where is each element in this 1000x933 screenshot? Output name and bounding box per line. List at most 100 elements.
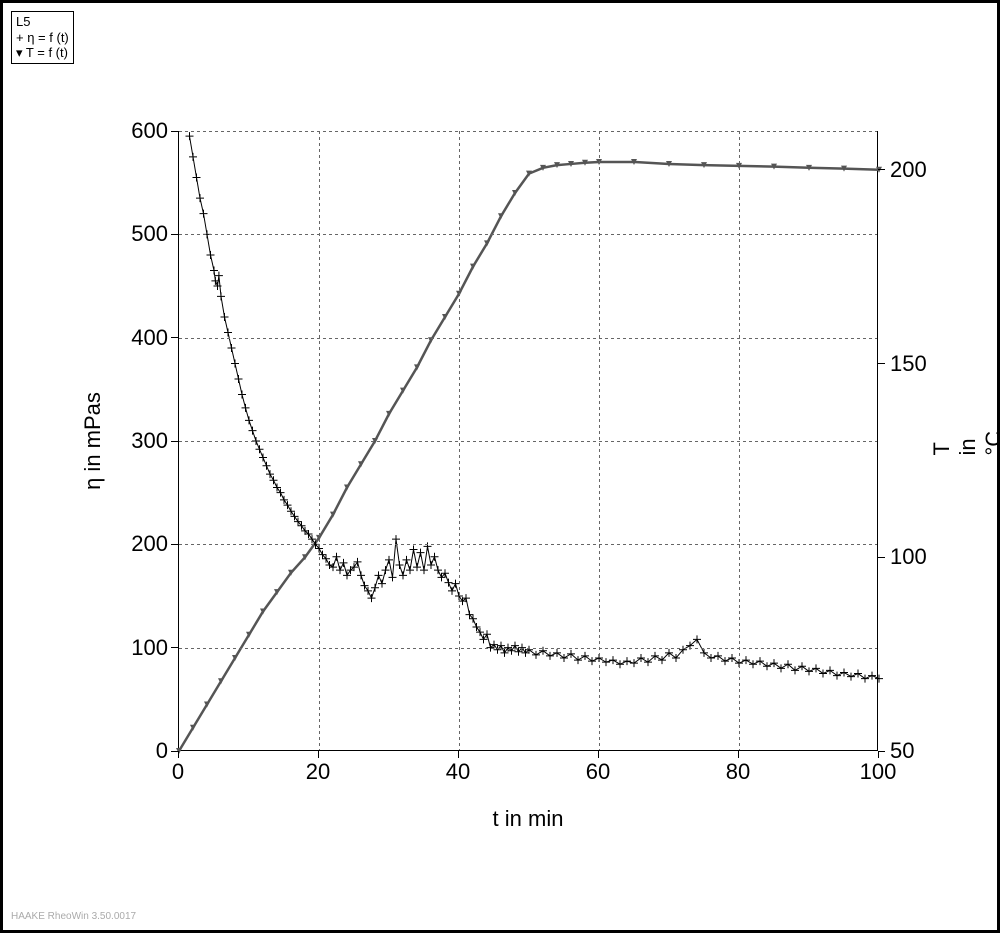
legend-label-eta: η = f (t)	[27, 30, 69, 45]
plus-marker	[406, 566, 414, 574]
x-tick-mark	[738, 751, 739, 758]
y-left-tick-mark	[171, 131, 178, 132]
plus-marker	[263, 462, 271, 470]
plus-marker	[210, 267, 218, 275]
plus-marker	[763, 662, 771, 670]
plus-marker	[245, 416, 253, 424]
plus-marker	[410, 546, 418, 554]
plus-marker	[770, 659, 778, 667]
plus-marker	[392, 535, 400, 543]
x-tick-label: 0	[172, 759, 184, 785]
plus-marker	[728, 654, 736, 662]
x-tick-mark	[178, 751, 179, 758]
gridline-horizontal	[179, 234, 877, 235]
plus-marker	[413, 563, 421, 571]
x-tick-label: 60	[586, 759, 610, 785]
plus-marker	[343, 571, 351, 579]
legend-title: L5	[16, 14, 69, 30]
plus-marker	[742, 656, 750, 664]
plus-marker	[798, 662, 806, 670]
legend-marker-triangle: ▾	[16, 45, 23, 60]
series-line	[190, 136, 880, 679]
plus-marker	[609, 656, 617, 664]
plus-marker	[375, 571, 383, 579]
plus-marker	[805, 667, 813, 675]
y-left-tick-label: 500	[131, 221, 168, 247]
plus-marker	[553, 649, 561, 657]
plus-marker	[385, 556, 393, 564]
plus-marker	[854, 670, 862, 678]
plus-marker	[266, 470, 274, 478]
gridline-horizontal	[179, 131, 877, 132]
plus-marker	[420, 566, 428, 574]
plus-marker	[326, 561, 334, 569]
plus-marker	[588, 657, 596, 665]
plus-marker	[378, 580, 386, 588]
y-right-tick-mark	[878, 363, 885, 364]
plus-marker	[483, 630, 491, 638]
plus-marker	[215, 272, 223, 280]
legend-item-temp: ▾ T = f (t)	[16, 45, 69, 61]
legend-box: L5 + η = f (t) ▾ T = f (t)	[11, 11, 74, 64]
plus-marker	[196, 194, 204, 202]
y-left-tick-mark	[171, 234, 178, 235]
plus-marker	[777, 664, 785, 672]
plus-marker	[249, 427, 257, 435]
x-tick-label: 80	[726, 759, 750, 785]
plus-marker	[371, 584, 379, 592]
x-tick-label: 40	[446, 759, 470, 785]
plus-marker	[242, 404, 250, 412]
plus-marker	[473, 623, 481, 631]
plus-marker	[501, 649, 509, 657]
y-left-tick-mark	[171, 647, 178, 648]
legend-marker-plus: +	[16, 30, 24, 45]
y-right-tick-label: 150	[890, 351, 927, 377]
plus-marker	[403, 556, 411, 564]
legend-item-eta: + η = f (t)	[16, 30, 69, 46]
plus-marker	[630, 659, 638, 667]
gridline-vertical	[599, 131, 600, 750]
plus-marker	[357, 571, 365, 579]
plus-marker	[812, 664, 820, 672]
plus-marker	[427, 561, 435, 569]
x-tick-mark	[318, 751, 319, 758]
plus-marker	[354, 558, 362, 566]
plus-marker	[193, 174, 201, 182]
plus-marker	[256, 445, 264, 453]
plus-marker	[382, 566, 390, 574]
plus-marker	[875, 675, 883, 683]
gridline-vertical	[319, 131, 320, 750]
y-axis-right-label: T in °C	[929, 427, 1000, 456]
plus-marker	[448, 587, 456, 595]
y-left-tick-mark	[171, 544, 178, 545]
y-right-tick-mark	[878, 169, 885, 170]
plus-marker	[749, 660, 757, 668]
plus-marker	[336, 566, 344, 574]
plus-marker	[861, 675, 869, 683]
plus-marker	[280, 496, 288, 504]
y-axis-left-label: η in mPas	[80, 392, 106, 490]
y-right-tick-mark	[878, 751, 885, 752]
plus-marker	[189, 153, 197, 161]
plus-marker	[259, 454, 267, 462]
x-tick-label: 20	[306, 759, 330, 785]
plus-marker	[476, 628, 484, 636]
footer-text: HAAKE RheoWin 3.50.0017	[11, 911, 136, 922]
plus-marker	[700, 649, 708, 657]
plus-marker	[714, 652, 722, 660]
plus-marker	[480, 635, 488, 643]
plus-marker	[434, 566, 442, 574]
plus-marker	[616, 660, 624, 668]
plus-marker	[637, 654, 645, 662]
plus-marker	[546, 652, 554, 660]
x-tick-mark	[598, 751, 599, 758]
plus-marker	[826, 666, 834, 674]
plus-marker	[602, 658, 610, 666]
plus-marker	[273, 484, 281, 492]
y-left-tick-label: 0	[156, 738, 168, 764]
y-left-tick-mark	[171, 337, 178, 338]
plus-marker	[221, 313, 229, 321]
plus-marker	[833, 672, 841, 680]
plus-marker	[224, 329, 232, 337]
y-right-tick-mark	[878, 557, 885, 558]
